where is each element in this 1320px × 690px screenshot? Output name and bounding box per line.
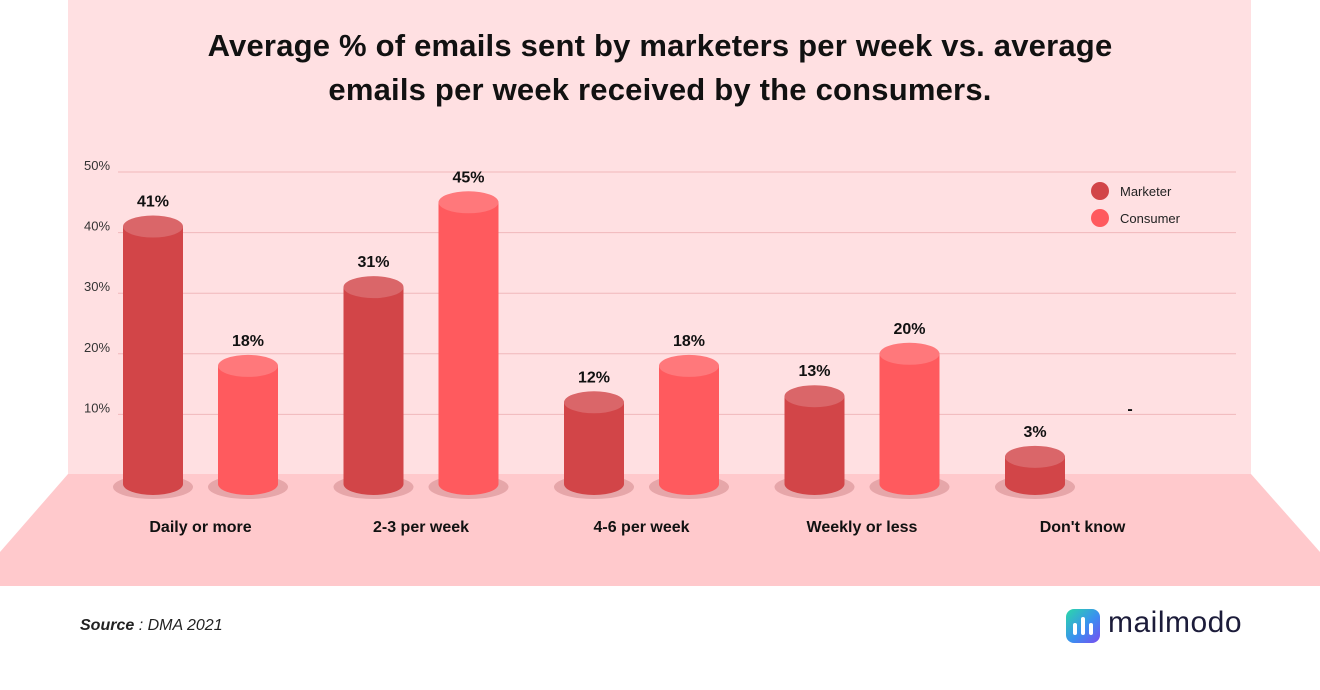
bar-marketer (564, 402, 624, 495)
bar-marketer (343, 287, 404, 495)
bar-top-cap (123, 215, 183, 238)
chart-title-line-1: Average % of emails sent by marketers pe… (207, 28, 1113, 63)
data-label: 18% (673, 333, 705, 350)
y-tick-label: 30% (84, 279, 110, 294)
data-label: 18% (232, 333, 264, 350)
source-note: Source : DMA 2021 (80, 617, 223, 635)
x-category-label: 4-6 per week (593, 519, 689, 536)
x-category-label: Daily or more (149, 519, 251, 536)
data-label: 45% (452, 169, 484, 186)
y-tick-label: 50% (84, 158, 110, 173)
legend-label-marketer: Marketer (1120, 184, 1172, 199)
source-separator: : (134, 617, 148, 634)
bar-top-cap (1005, 445, 1065, 468)
data-label: 3% (1023, 424, 1046, 441)
legend-swatch-consumer (1091, 209, 1109, 227)
data-label: 31% (357, 254, 389, 271)
data-label: 41% (137, 194, 169, 211)
brand-name: mailmodo (1108, 606, 1243, 639)
chart-floor (0, 474, 1320, 586)
bar-consumer (218, 365, 278, 495)
y-tick-label: 20% (84, 340, 110, 355)
legend-label-consumer: Consumer (1120, 211, 1181, 226)
bar-marketer (123, 226, 183, 496)
x-category-label: 2-3 per week (373, 519, 469, 536)
data-label: 13% (798, 363, 830, 380)
bar-consumer (438, 202, 499, 495)
x-category-label: Don't know (1040, 519, 1126, 536)
x-category-label: Weekly or less (807, 519, 918, 536)
brand-logo: mailmodo (1066, 606, 1266, 646)
bar-top-cap (784, 385, 845, 408)
y-tick-label: 40% (84, 219, 110, 234)
source-label: Source (80, 617, 135, 634)
brand-mark-icon (1066, 609, 1100, 643)
bar-marketer (1005, 456, 1065, 495)
y-tick-label: 10% (84, 400, 110, 415)
bar-top-cap (343, 276, 404, 299)
bar-top-cap (564, 391, 624, 414)
bar-marketer (784, 396, 845, 495)
data-label: 12% (578, 369, 610, 386)
bar-top-cap (879, 342, 940, 365)
source-value: DMA 2021 (147, 617, 223, 634)
legend-swatch-marketer (1091, 182, 1109, 200)
bar-top-cap (438, 191, 499, 214)
data-label: 20% (893, 321, 925, 338)
bar-consumer (879, 353, 940, 495)
bar-top-cap (218, 354, 278, 377)
data-label: - (1127, 401, 1132, 418)
chart-title-line-2: emails per week received by the consumer… (328, 72, 992, 107)
bar-top-cap (659, 354, 719, 377)
bar-consumer (659, 365, 719, 495)
